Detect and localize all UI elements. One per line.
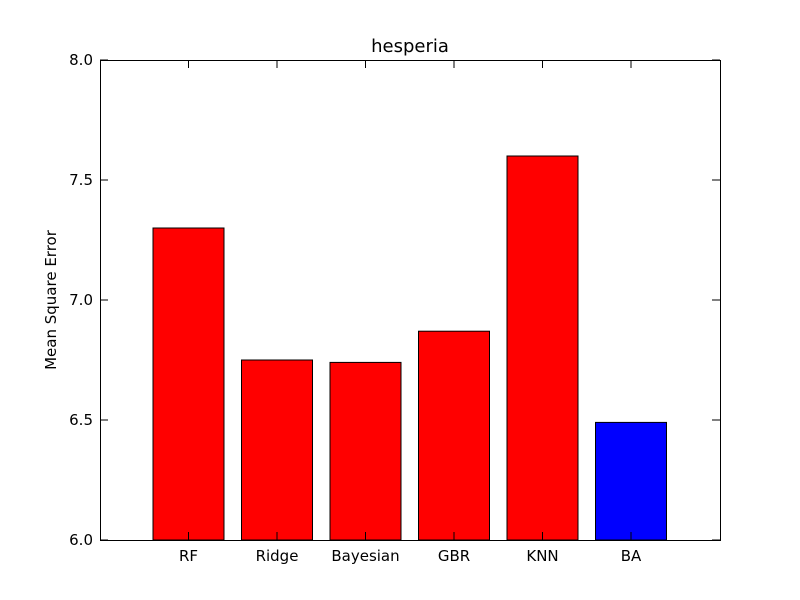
x-tick-label: Bayesian [331,547,399,565]
x-tick-label: GBR [438,547,470,565]
bars-group [152,155,667,541]
y-tick-label: 7.0 [69,291,93,309]
plot-frame [100,60,721,541]
bar-gbr [418,330,490,541]
bar-ridge [241,359,313,541]
bar-ba [595,421,667,541]
bar-bayesian [329,361,402,541]
bar-rf [152,227,225,541]
x-tick-label: RF [179,547,198,565]
y-tick-label: 6.0 [69,531,93,549]
y-ticks-group: 6.0 6.5 7.0 7.5 8.0 [69,51,720,549]
y-tick-label: 6.5 [69,411,93,429]
x-ticks-group: RF Ridge Bayesian GBR KNN BA [179,60,642,565]
x-tick-label: KNN [526,547,558,565]
chart-title: hesperia [371,36,449,57]
y-tick-label: 7.5 [69,171,93,189]
x-tick-label: BA [621,547,642,565]
y-axis-label: Mean Square Error [42,229,60,370]
x-tick-label: Ridge [256,547,299,565]
bar-knn [506,155,579,541]
y-tick-label: 8.0 [69,51,93,69]
